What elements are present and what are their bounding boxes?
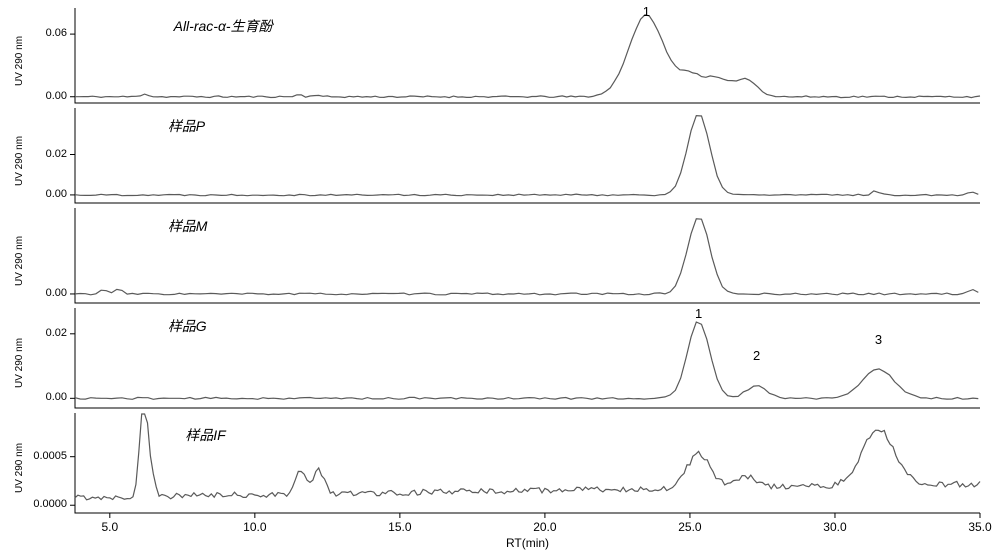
chromatogram-trace — [75, 322, 978, 399]
panel-axis — [75, 8, 980, 103]
chromatogram-svg — [0, 0, 1000, 555]
panel-axis — [75, 108, 980, 203]
chromatogram-trace — [75, 414, 980, 500]
panel-axis — [75, 208, 980, 303]
panel-axis — [75, 413, 980, 513]
chromatogram-trace — [75, 116, 978, 196]
panel-axis — [75, 308, 980, 408]
chromatogram-trace — [75, 15, 980, 98]
chromatogram-figure: 0.000.06UV 290 nmAll-rac-α-生育酚10.000.02U… — [0, 0, 1000, 555]
chromatogram-trace — [75, 219, 978, 295]
